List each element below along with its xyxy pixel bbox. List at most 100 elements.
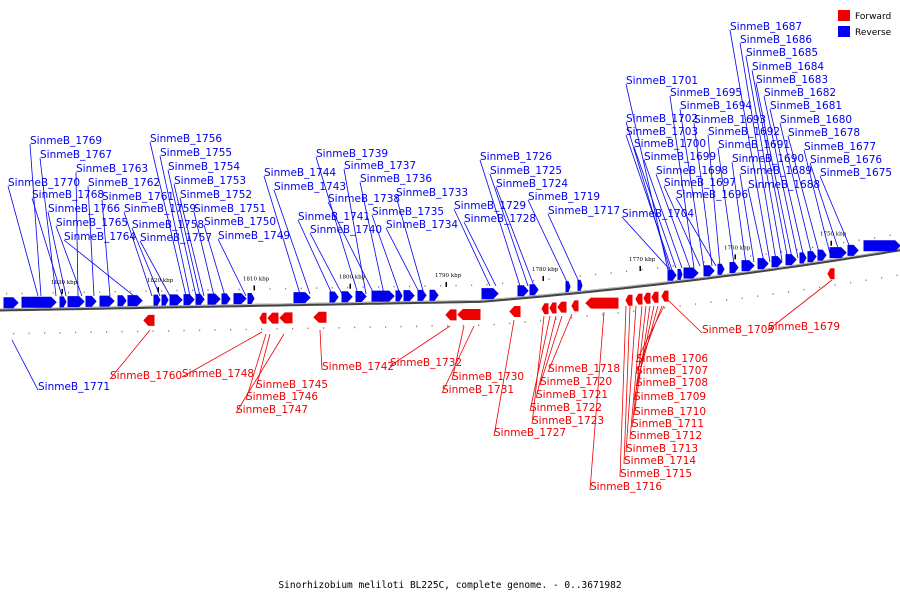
scale-dot-lower: [524, 321, 526, 323]
label-leader: [371, 214, 401, 295]
gene-label: SinmeB_1738: [328, 193, 400, 205]
forward-gene-arrow: [661, 290, 669, 302]
forward-gene-arrow: [279, 312, 293, 324]
label-leader: [441, 325, 475, 394]
gene-label: SinmeB_1717: [548, 205, 620, 217]
scale-dot-upper: [21, 292, 23, 295]
scale-dot-lower: [261, 328, 263, 330]
gene-label: SinmeB_1698: [656, 165, 728, 177]
scale-tick-label: 1780 kbp: [532, 267, 559, 273]
scale-tick-mark: [830, 240, 832, 246]
label-leader: [263, 175, 301, 295]
gene-label: SinmeB_1692: [708, 126, 780, 138]
label-leader: [693, 122, 713, 267]
scale-dot-lower: [571, 316, 573, 319]
scale-tick-mark: [445, 281, 447, 287]
label-leader: [217, 238, 247, 297]
gene-label: SinmeB_1727: [494, 427, 566, 439]
forward-gene-arrow: [571, 300, 579, 312]
scale-dot-upper: [300, 287, 302, 290]
scale-dot-lower: [493, 323, 495, 326]
reverse-gene-arrow: [85, 295, 97, 307]
gene-label: SinmeB_1691: [718, 139, 790, 151]
scale-dot-upper: [719, 259, 721, 261]
gene-label: SinmeB_1703: [626, 126, 698, 138]
scale-dot-upper: [424, 285, 426, 287]
scale-dot-upper: [68, 291, 70, 294]
reverse-gene-arrow: [99, 295, 115, 307]
label-leader: [619, 305, 627, 478]
scale-tick-label: 1820 kbp: [147, 278, 174, 284]
label-leader: [629, 305, 643, 440]
label-leader: [309, 232, 343, 295]
genome-backbone: [0, 248, 900, 312]
reverse-gene-arrow: [403, 290, 415, 302]
gene-label: SinmeB_1715: [620, 468, 692, 480]
scale-tick-mark: [542, 275, 544, 281]
label-leader: [779, 122, 813, 257]
label-leader: [245, 333, 267, 401]
legend: Forward Reverse: [838, 10, 892, 38]
label-leader: [479, 159, 521, 287]
label-leader: [739, 42, 777, 261]
gene-label: SinmeB_1734: [386, 219, 458, 231]
scale-dot-lower: [44, 332, 46, 334]
gene-label: SinmeB_1744: [264, 167, 336, 179]
label-leader: [755, 82, 793, 259]
gene-label: SinmeB_1694: [680, 100, 752, 112]
scale-dot-lower: [757, 295, 759, 297]
label-leader: [31, 197, 63, 297]
reverse-gene-arrow: [577, 279, 583, 291]
reverse-gene-arrow: [3, 297, 19, 309]
scale-dot-upper: [750, 255, 752, 257]
scale-tick-mark: [734, 254, 736, 260]
forward-gene-arrow: [643, 292, 651, 304]
gene-label: SinmeB_1728: [464, 213, 536, 225]
scale-dot-lower: [106, 331, 108, 333]
scale-dot-lower: [121, 330, 123, 333]
scale-dot-lower: [586, 315, 588, 317]
forward-gene-arrow: [541, 303, 549, 315]
reverse-gene-arrow: [729, 261, 739, 273]
scale-dot-upper: [781, 251, 783, 253]
reverse-gene-arrow: [233, 293, 247, 305]
label-leader: [489, 173, 529, 287]
gene-label: SinmeB_1678: [788, 127, 860, 139]
reverse-gene-arrow: [293, 292, 311, 304]
label-leader: [55, 225, 83, 297]
scale-dot-lower: [633, 310, 635, 313]
label-leader: [731, 161, 747, 265]
scale-dot-upper: [672, 265, 674, 267]
gene-label: SinmeB_1757: [140, 232, 212, 244]
scale-dot-lower: [276, 328, 278, 330]
label-leader: [159, 155, 191, 297]
forward-gene-arrow: [267, 312, 279, 324]
gene-label: SinmeB_1689: [740, 165, 812, 177]
scale-dot-lower: [13, 332, 15, 335]
reverse-gene-arrow: [183, 294, 195, 306]
reverse-gene-arrow: [153, 294, 161, 306]
scale-tick-label: 1760 kbp: [724, 245, 751, 251]
scale-dot-lower: [307, 327, 309, 330]
scale-dot-upper: [145, 290, 147, 292]
gene-label: SinmeB_1711: [632, 418, 704, 430]
scale-dot-lower: [865, 279, 867, 282]
scale-tick-label: 1810 kbp: [243, 276, 270, 282]
label-leader: [675, 197, 717, 267]
gene-label: SinmeB_1761: [102, 191, 174, 203]
label-leader: [535, 315, 557, 399]
scale-dot-lower: [447, 325, 449, 327]
scale-dot-lower: [803, 288, 805, 291]
reverse-gene-arrow: [741, 260, 755, 272]
reverse-gene-arrow: [221, 293, 231, 305]
reverse-gene-arrow: [67, 296, 85, 308]
gene-label: SinmeB_1704: [622, 208, 694, 220]
label-leader: [139, 240, 171, 297]
scale-dot-lower: [881, 277, 883, 279]
label-leader: [819, 175, 853, 253]
label-leader: [167, 169, 197, 297]
gene-label: SinmeB_1764: [64, 231, 136, 243]
reverse-gene-arrow: [59, 296, 67, 308]
label-leader: [319, 329, 323, 371]
gene-label: SinmeB_1763: [76, 163, 148, 175]
